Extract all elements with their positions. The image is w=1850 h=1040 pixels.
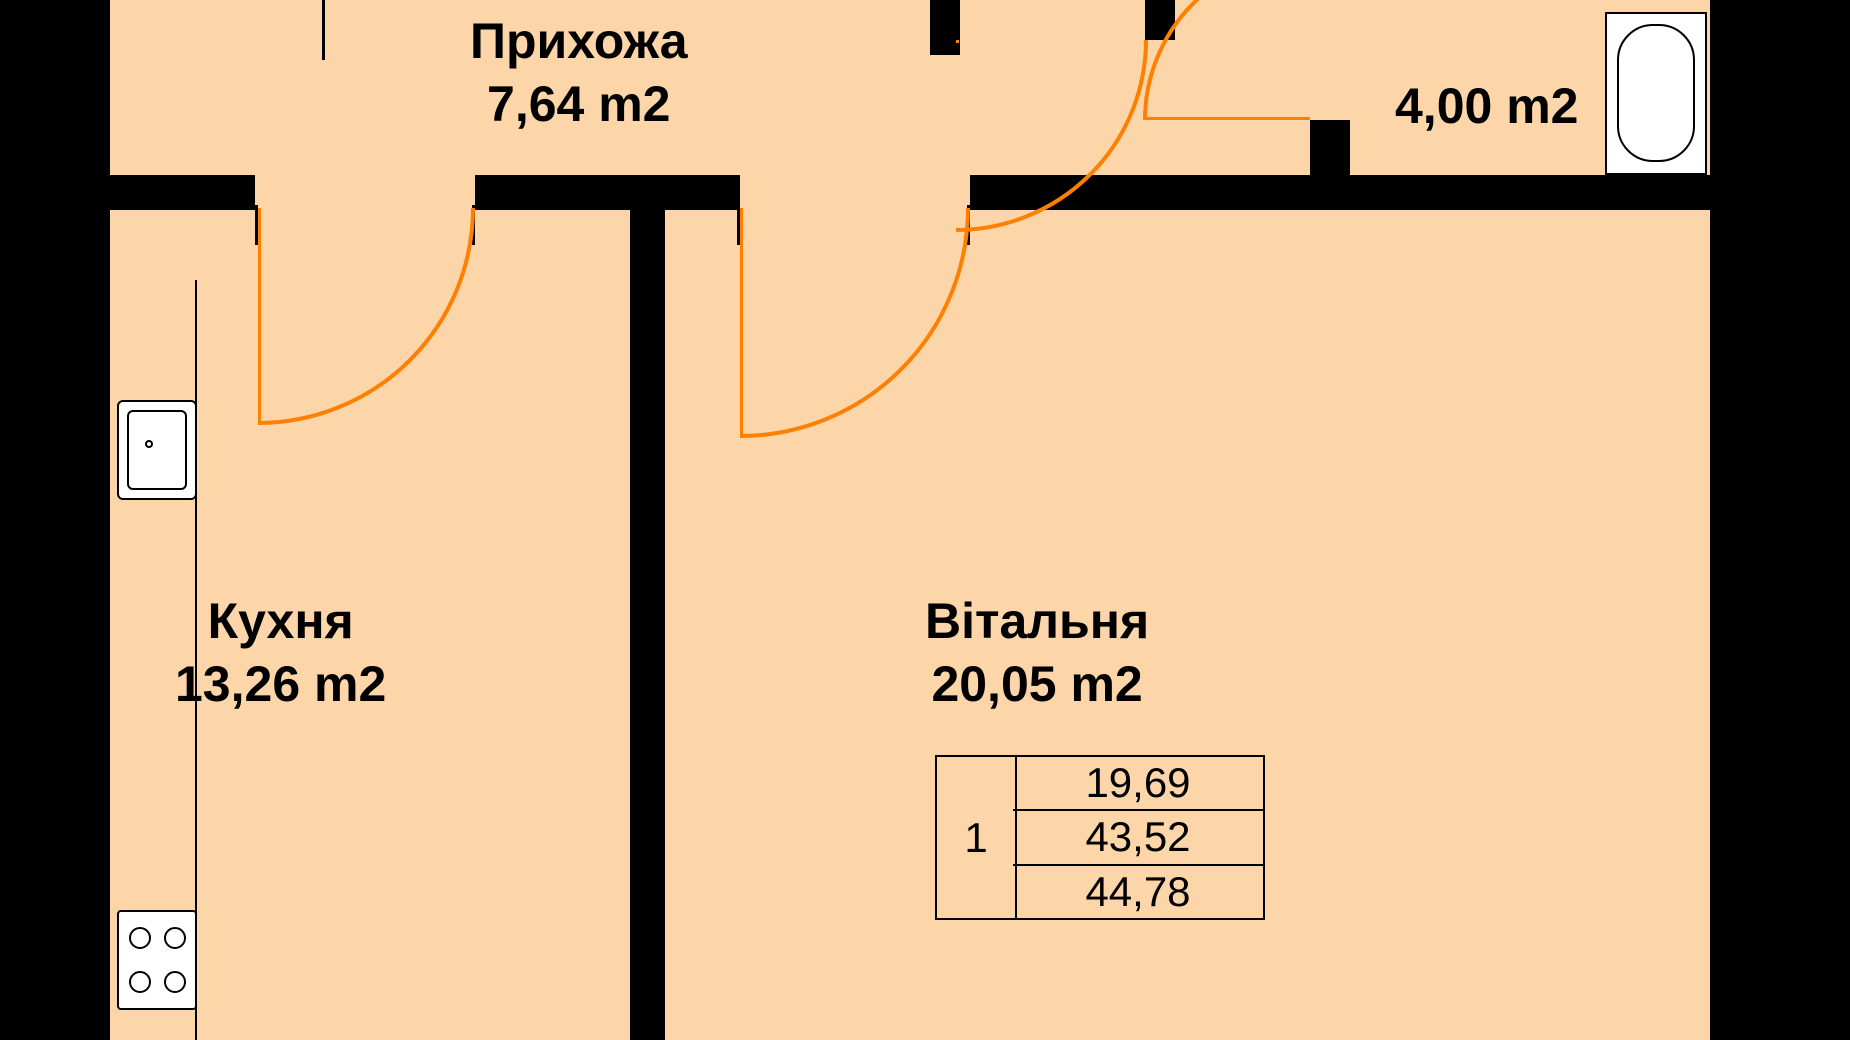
summary-values: 19,6943,5244,78: [1013, 757, 1263, 918]
door-arcs: [0, 0, 1850, 1040]
wall: [475, 175, 740, 210]
fixture-hob-burner: [129, 971, 151, 993]
wall: [970, 175, 1310, 210]
room-label-hall: Прихожа7,64 m2: [470, 10, 688, 135]
wall: [1145, 0, 1175, 40]
wall-marker: [472, 205, 475, 245]
room-area: 13,26 m2: [175, 653, 386, 716]
wall-marker: [967, 205, 970, 245]
door-leaf: [1145, 117, 1310, 120]
summary-table: 119,6943,5244,78: [935, 755, 1265, 920]
fixture-hob-burner: [129, 927, 151, 949]
summary-value: 44,78: [1013, 866, 1263, 918]
wall: [100, 175, 255, 210]
room-name: Прихожа: [470, 10, 688, 73]
room-name: Кухня: [175, 590, 386, 653]
summary-room-count: 1: [937, 757, 1017, 918]
room-area: 20,05 m2: [925, 653, 1149, 716]
room-label-bath: 4,00 m2: [1395, 75, 1578, 138]
fixture-hob-burner: [164, 927, 186, 949]
wall: [1310, 175, 1730, 210]
wall: [1710, 0, 1850, 1040]
door-leaf: [956, 40, 959, 43]
room-label-kitchen: Кухня13,26 m2: [175, 590, 386, 715]
fixture-hob-burner: [164, 971, 186, 993]
door-leaf: [258, 208, 261, 423]
fixture-sink_drain: [145, 440, 153, 448]
wall: [630, 175, 665, 1040]
room-area: 4,00 m2: [1395, 75, 1578, 138]
fixture-hob: [117, 910, 197, 1010]
room-name: Вітальня: [925, 590, 1149, 653]
room-area: 7,64 m2: [470, 73, 688, 136]
door-leaf: [740, 208, 743, 436]
fixture-sink_bowl: [127, 410, 187, 490]
room-label-living: Вітальня20,05 m2: [925, 590, 1149, 715]
summary-value: 43,52: [1013, 811, 1263, 865]
door-arc: [740, 208, 968, 436]
wall-marker: [322, 0, 325, 60]
wall: [0, 0, 110, 1040]
door-arc: [258, 208, 473, 423]
fixture-tub_inner: [1617, 24, 1695, 162]
summary-value: 19,69: [1013, 757, 1263, 811]
wall: [930, 0, 960, 55]
